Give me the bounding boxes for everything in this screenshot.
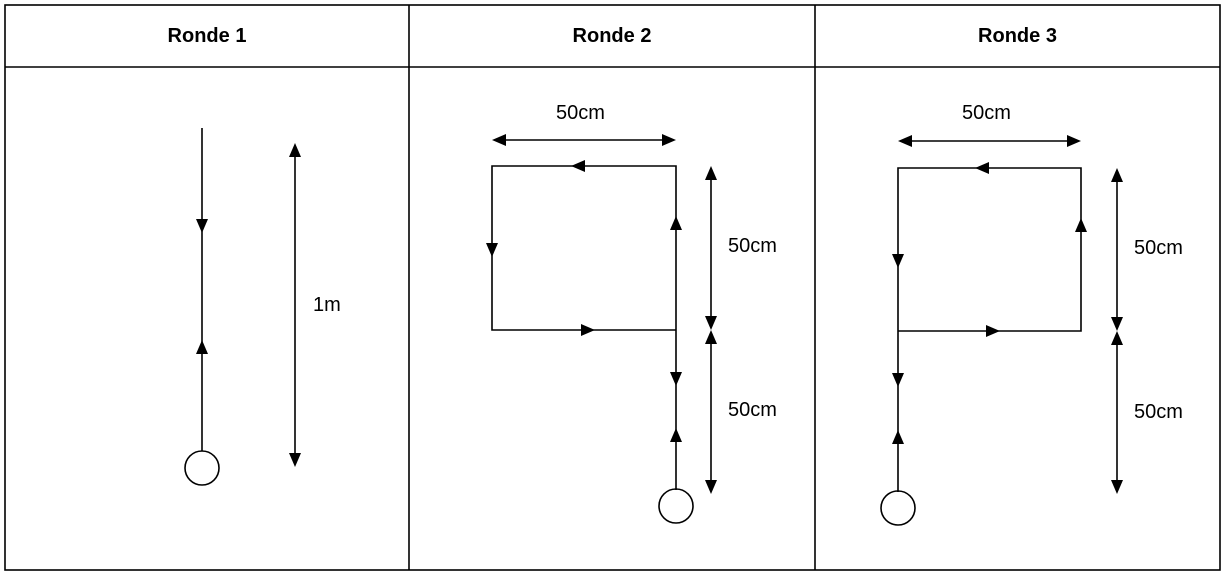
round2-upper-bottom-arrow-icon bbox=[705, 316, 717, 330]
round2-lower-bottom-arrow-icon bbox=[705, 480, 717, 494]
round2-width-label: 50cm bbox=[556, 102, 605, 124]
round3-width-left-arrow-icon bbox=[898, 135, 912, 147]
round2-start-circle bbox=[658, 488, 694, 524]
round3-upper-height-label: 50cm bbox=[1134, 237, 1183, 259]
round2-upper-top-arrow-icon bbox=[705, 166, 717, 180]
round1-diagram bbox=[184, 128, 301, 486]
round1-start-circle bbox=[184, 450, 220, 486]
round1-arrow-up-icon bbox=[196, 340, 208, 354]
round3-arrow-down-icon bbox=[892, 254, 904, 268]
round1-length-label: 1m bbox=[313, 294, 341, 316]
round3-path-line bbox=[897, 167, 1082, 492]
round3-arrow-up-icon bbox=[1075, 218, 1087, 232]
round3-lower-top-arrow-icon bbox=[1111, 331, 1123, 345]
round3-start-circle bbox=[880, 490, 916, 526]
round2-arrow-left-icon bbox=[571, 160, 585, 172]
round3-arrow-down-icon bbox=[892, 373, 904, 387]
round3-arrow-right-icon bbox=[986, 325, 1000, 337]
header-ronde-2: Ronde 2 bbox=[572, 24, 652, 47]
round3-diagram bbox=[880, 135, 1123, 526]
round2-upper-height-label: 50cm bbox=[728, 235, 777, 257]
round3-upper-bottom-arrow-icon bbox=[1111, 317, 1123, 331]
round3-width-right-arrow-icon bbox=[1067, 135, 1081, 147]
round2-arrow-down-icon bbox=[670, 372, 682, 386]
round3-lower-bottom-arrow-icon bbox=[1111, 480, 1123, 494]
header-ronde-3: Ronde 3 bbox=[978, 24, 1057, 47]
round3-upper-top-arrow-icon bbox=[1111, 168, 1123, 182]
round1-arrow-down-icon bbox=[196, 219, 208, 233]
round3-arrow-left-icon bbox=[975, 162, 989, 174]
round3-lower-height-label: 50cm bbox=[1134, 401, 1183, 423]
round2-lower-height-label: 50cm bbox=[728, 399, 777, 421]
round2-width-left-arrow-icon bbox=[492, 134, 506, 146]
round2-path-line bbox=[491, 165, 677, 490]
round2-arrow-right-icon bbox=[581, 324, 595, 336]
round2-width-right-arrow-icon bbox=[662, 134, 676, 146]
round2-lower-top-arrow-icon bbox=[705, 330, 717, 344]
table-border bbox=[4, 4, 1221, 571]
round2-arrow-up-icon bbox=[670, 428, 682, 442]
header-ronde-1: Ronde 1 bbox=[167, 24, 247, 47]
round2-arrow-down-icon bbox=[486, 243, 498, 257]
round2-arrow-up-icon bbox=[670, 216, 682, 230]
round1-dimension-top-arrow-icon bbox=[289, 143, 301, 157]
round2-diagram bbox=[486, 134, 717, 524]
round1-dimension-bottom-arrow-icon bbox=[289, 453, 301, 467]
round3-width-label: 50cm bbox=[962, 102, 1011, 124]
round3-arrow-up-icon bbox=[892, 430, 904, 444]
